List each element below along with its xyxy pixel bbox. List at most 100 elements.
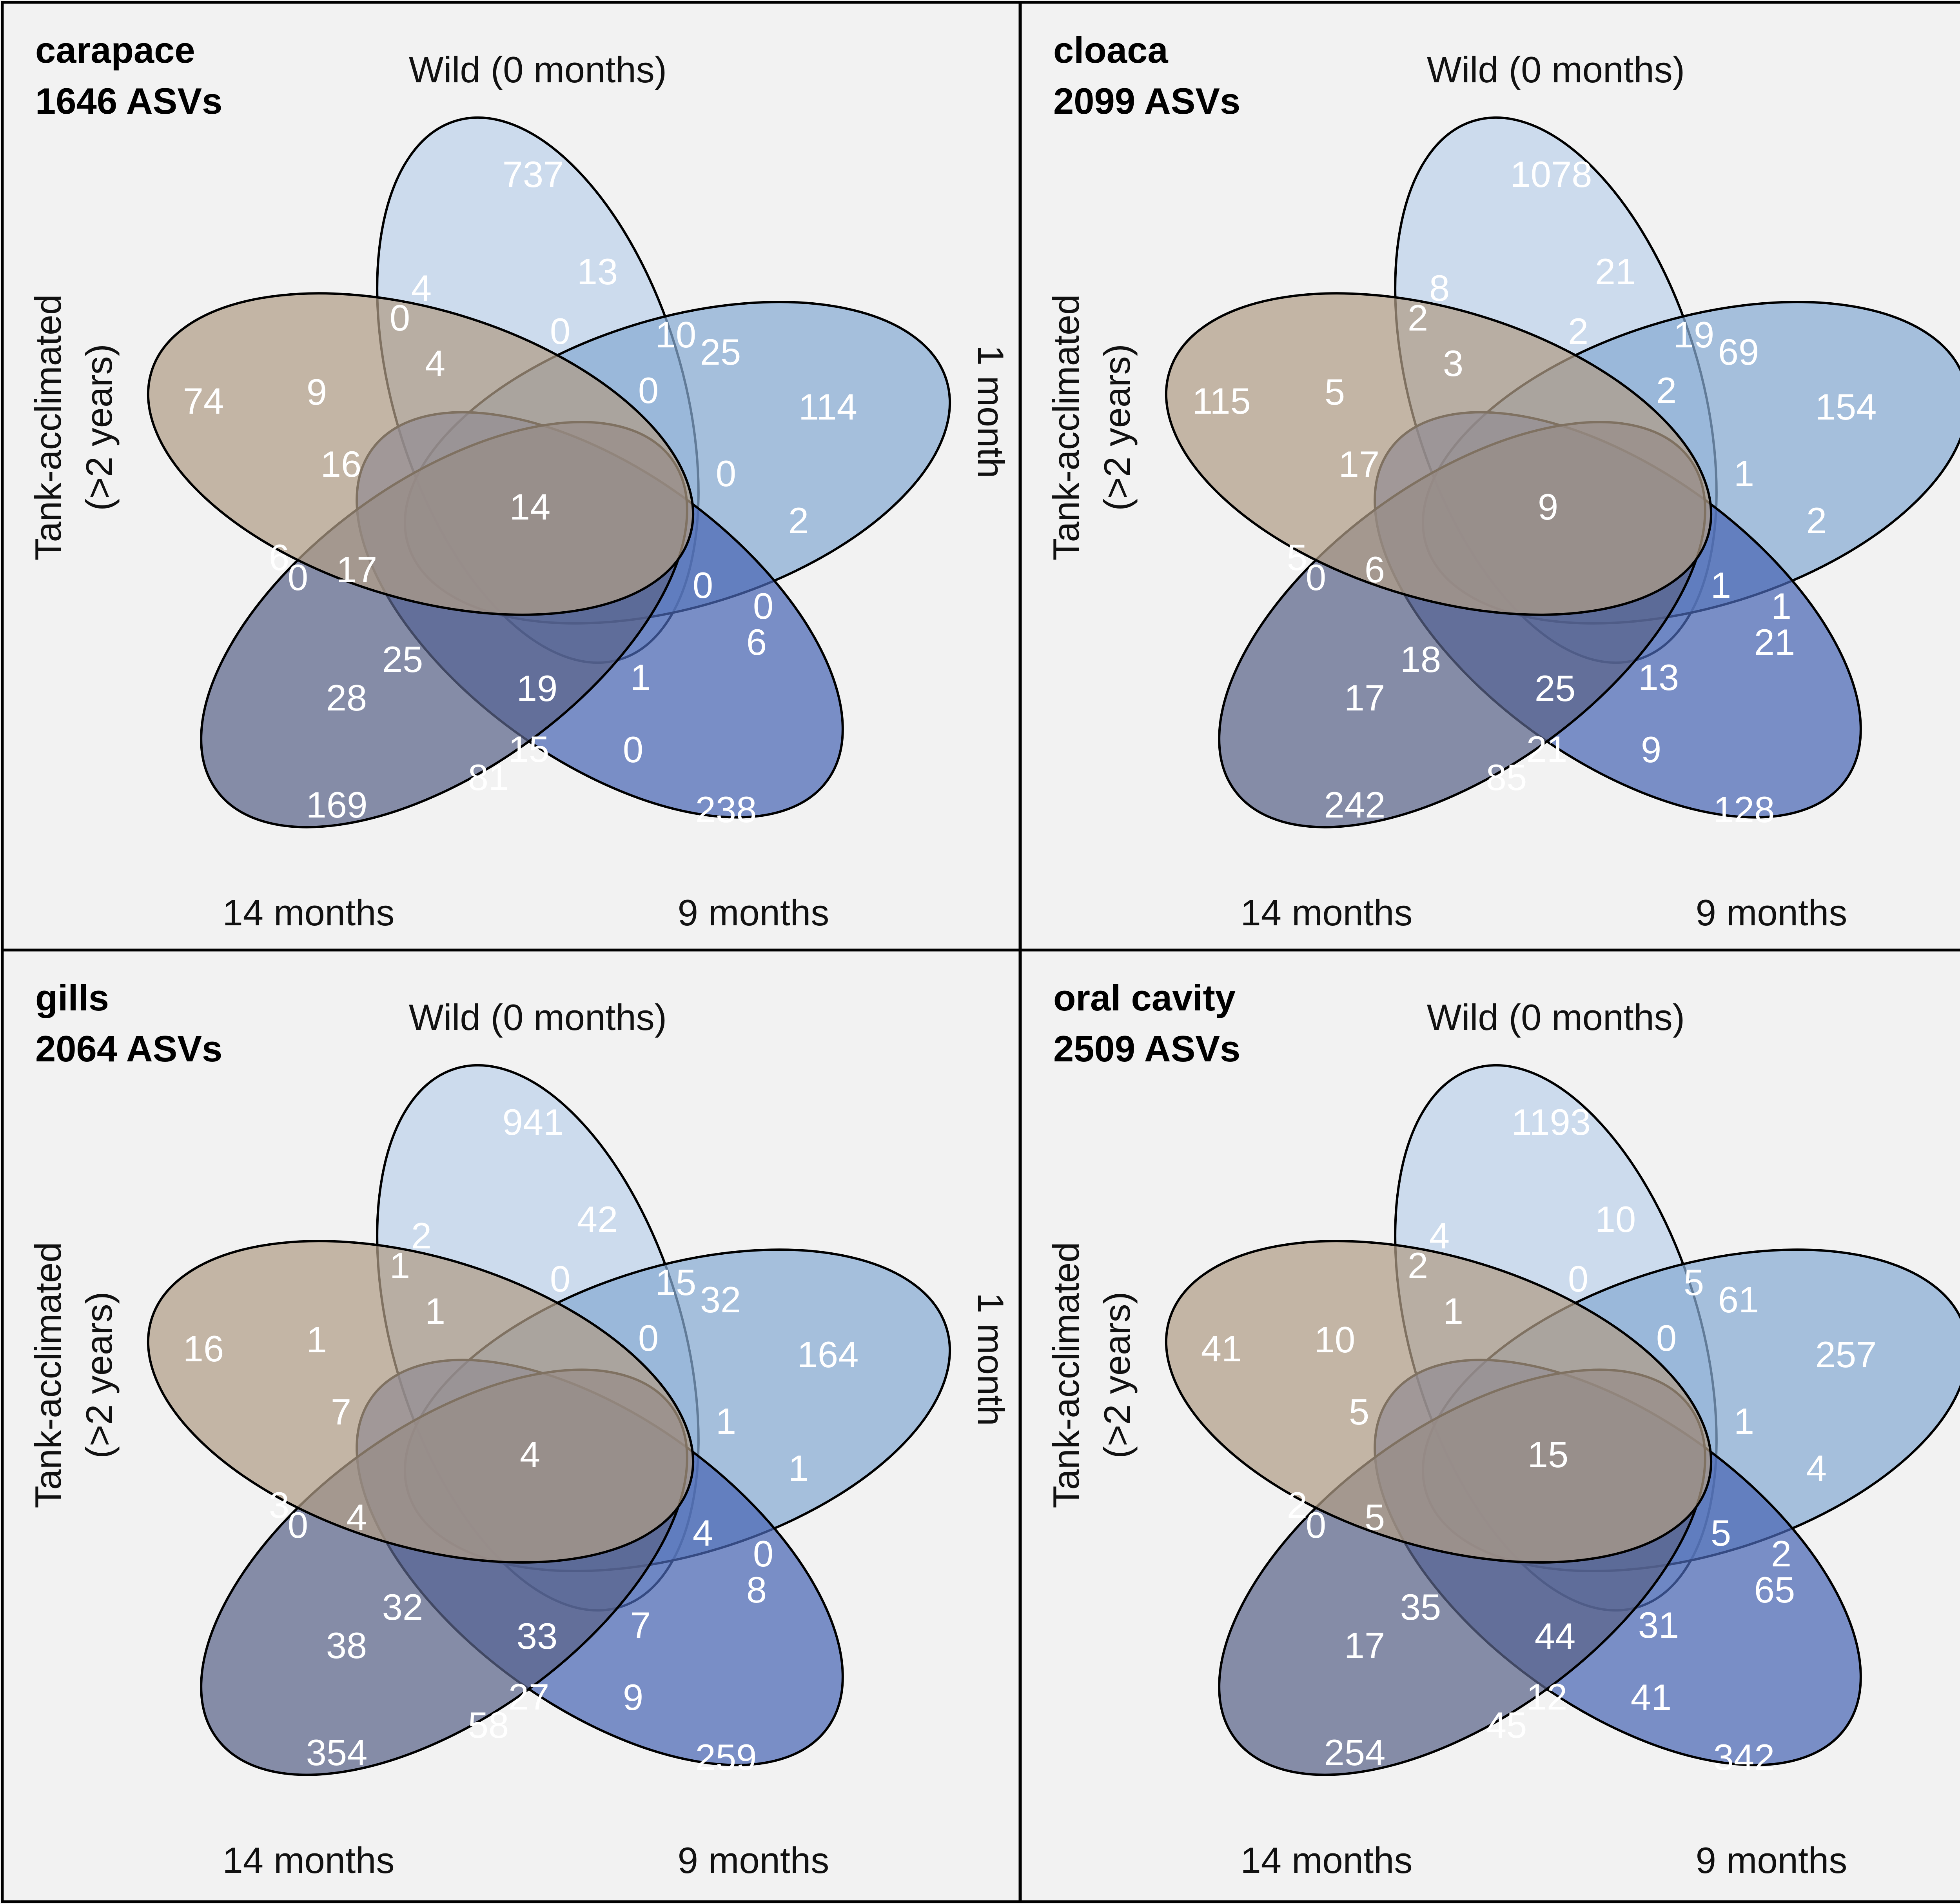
region-count-m9-m14: 15 xyxy=(508,729,550,770)
region-count-not-w: 17 xyxy=(1344,677,1385,718)
region-count-m1: 154 xyxy=(1815,386,1877,427)
region-count-m1-m9: 65 xyxy=(1754,1569,1795,1610)
region-count-not-t: 58 xyxy=(468,1704,509,1746)
label-tank-line1: Tank-acclimated xyxy=(27,294,69,560)
region-count-w-m1-m9: 10 xyxy=(655,314,697,355)
region-count-not-w: 28 xyxy=(326,677,367,718)
region-count-w: 1193 xyxy=(1512,1101,1591,1143)
region-count-w-m9-m14: 33 xyxy=(517,1615,558,1657)
region-count-t: 16 xyxy=(183,1328,224,1369)
label-tank-line1: Tank-acclimated xyxy=(27,1242,69,1508)
region-count-not-w: 17 xyxy=(1344,1625,1385,1666)
region-count-m1-m9: 6 xyxy=(746,621,767,663)
region-count-m1-m14: 1 xyxy=(788,1448,809,1489)
label-wild: Wild (0 months) xyxy=(409,997,667,1038)
region-count-m1-m14: 4 xyxy=(1806,1448,1827,1489)
region-count-not-m14: 9 xyxy=(1641,729,1661,770)
region-count-w-m1-t: 0 xyxy=(550,1258,570,1299)
region-count-m14: 354 xyxy=(306,1732,368,1773)
region-count-w-m9-m14: 44 xyxy=(1535,1615,1576,1657)
region-count-m9-m14-t: 35 xyxy=(1400,1586,1441,1628)
set-ellipse-tank xyxy=(147,1240,695,1564)
region-count-not-m9: 0 xyxy=(288,1504,308,1546)
region-count-w-m14-t: 4 xyxy=(425,343,445,384)
region-count-all: 14 xyxy=(510,486,551,527)
region-count-m14: 169 xyxy=(306,784,368,825)
region-count-w-m1: 69 xyxy=(1718,331,1759,372)
region-count-m14: 254 xyxy=(1324,1732,1386,1773)
region-count-not-m1: 5 xyxy=(1325,371,1345,412)
panel-total: 2099 ASVs xyxy=(1053,80,1240,122)
label-wild: Wild (0 months) xyxy=(409,49,667,90)
region-count-m9-t: 5 xyxy=(1287,537,1307,578)
region-count-all: 4 xyxy=(520,1434,540,1475)
region-count-w-m14-t: 1 xyxy=(1443,1290,1463,1332)
region-count-w-m1-t: 0 xyxy=(550,311,570,352)
region-count-not-m1: 10 xyxy=(1314,1319,1356,1360)
region-count-w-m14: 0 xyxy=(390,297,410,338)
region-count-w-m1-m9: 15 xyxy=(655,1262,697,1303)
region-count-not-m14: 41 xyxy=(1631,1677,1672,1718)
region-count-m9-m14-t: 32 xyxy=(382,1586,423,1628)
region-count-w-m14-t: 3 xyxy=(1443,343,1463,384)
region-count-m1-m14-t: 5 xyxy=(1365,1497,1385,1538)
region-count-m9-m14: 12 xyxy=(1526,1676,1568,1717)
region-count-not-t: 81 xyxy=(468,757,509,798)
region-count-w-m14: 1 xyxy=(390,1245,410,1286)
set-ellipse-tank xyxy=(147,292,695,616)
label-tank-line2: (>2 years) xyxy=(78,1292,120,1459)
region-count-m1-m9-m14: 2 xyxy=(1771,1533,1791,1574)
region-count-m1-m14: 2 xyxy=(788,500,809,541)
region-count-w-m1-t: 0 xyxy=(1568,1258,1588,1299)
region-count-w-m1-m9: 19 xyxy=(1673,314,1715,355)
region-count-not-m9: 0 xyxy=(288,557,308,598)
label-9-months: 9 months xyxy=(1696,892,1847,933)
region-count-w-m9-t: 5 xyxy=(1711,1512,1731,1553)
region-count-w-m1-m9: 5 xyxy=(1684,1262,1704,1303)
panel-total: 2064 ASVs xyxy=(35,1028,222,1069)
region-count-m14-t: 16 xyxy=(321,443,362,485)
region-count-w-m14: 2 xyxy=(1408,1245,1428,1286)
region-count-m1-t: 1 xyxy=(1734,453,1754,494)
region-count-w: 1078 xyxy=(1510,154,1592,195)
region-count-w-m9: 21 xyxy=(1595,251,1636,292)
region-count-m14-t: 5 xyxy=(1349,1391,1369,1432)
label-wild: Wild (0 months) xyxy=(1427,997,1685,1038)
region-count-w-m1-t: 2 xyxy=(1568,311,1588,352)
label-9-months: 9 months xyxy=(678,892,829,933)
region-count-m9-t: 2 xyxy=(1287,1484,1307,1526)
region-count-m1-m9-m14: 1 xyxy=(1771,585,1791,627)
region-count-w-m9-m14: 25 xyxy=(1535,668,1576,709)
region-count-m1-m14-t: 6 xyxy=(1365,549,1385,590)
region-count-not-t: 45 xyxy=(1486,1704,1527,1746)
panel-title: gills xyxy=(35,977,109,1018)
label-14-months: 14 months xyxy=(1241,1840,1413,1881)
region-count-not-m1: 1 xyxy=(307,1319,327,1360)
region-count-m1-m9: 21 xyxy=(1754,621,1795,663)
region-count-t: 74 xyxy=(183,380,224,421)
label-tank-line2: (>2 years) xyxy=(1096,344,1138,511)
region-count-w-m1-m14: 0 xyxy=(638,1317,659,1359)
region-count-not-m1: 9 xyxy=(307,371,327,412)
region-count-m1-m14-t: 17 xyxy=(336,549,377,590)
region-count-not-t: 85 xyxy=(1486,757,1527,798)
region-count-not-m9: 0 xyxy=(1306,557,1326,598)
label-tank-line1: Tank-acclimated xyxy=(1045,294,1087,560)
region-count-w-t: 8 xyxy=(1429,267,1450,309)
region-count-w: 737 xyxy=(503,154,564,195)
region-count-w-m1-m14: 2 xyxy=(1656,370,1677,411)
label-tank-line2: (>2 years) xyxy=(1096,1292,1138,1459)
region-count-m14-t: 17 xyxy=(1339,443,1380,485)
region-count-t: 41 xyxy=(1201,1328,1242,1369)
region-count-m9-t: 6 xyxy=(269,537,289,578)
region-count-w-t: 4 xyxy=(411,267,432,309)
label-tank-line1: Tank-acclimated xyxy=(1045,1242,1087,1508)
panel-total: 2509 ASVs xyxy=(1053,1028,1240,1069)
region-count-m1-m9-m14: 0 xyxy=(753,1533,773,1574)
region-count-w-m9: 42 xyxy=(577,1199,618,1240)
region-count-w-t: 4 xyxy=(1429,1215,1450,1256)
region-count-not-w: 38 xyxy=(326,1625,367,1666)
